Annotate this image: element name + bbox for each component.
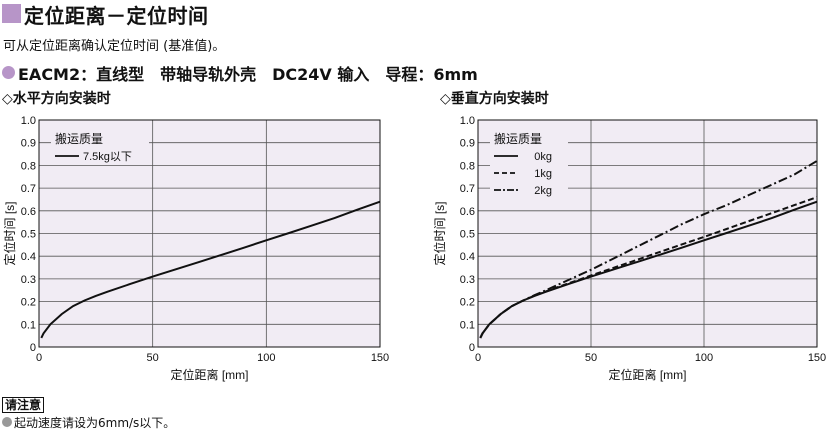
y-tick-label: 0.4 bbox=[460, 251, 475, 263]
y-tick-label: 1.0 bbox=[460, 115, 475, 127]
y-tick-label: 0.7 bbox=[460, 183, 475, 195]
right-panel-title: ◇垂直方向安装时 bbox=[440, 91, 549, 107]
note-text: 起动速度请设为6mm/s以下。 bbox=[14, 416, 176, 430]
legend-title: 搬运质量 bbox=[55, 131, 103, 146]
page-subtitle: 可从定位距离确认定位时间 (基准值)。 bbox=[3, 39, 226, 54]
legend-label-2: 1kg bbox=[534, 168, 552, 180]
chart-horizontal-mounting: 0 0.1 0.2 0.3 0.4 0.5 0.6 0.7 0.8 0.9 1.0 0 50 100 150… bbox=[2, 115, 389, 382]
x-tick-label: 0 bbox=[475, 352, 481, 364]
x-tick-label: 150 bbox=[371, 352, 389, 364]
y-tick-label: 0 bbox=[30, 342, 36, 354]
title-marker-icon bbox=[2, 4, 21, 23]
legend-title: 搬运质量 bbox=[494, 131, 542, 146]
note-bullet-icon bbox=[2, 417, 12, 427]
x-axis-label: 定位距离 [mm] bbox=[609, 367, 687, 382]
series-line-2 bbox=[479, 196, 818, 339]
series-line-1 bbox=[479, 200, 818, 339]
plot-frame bbox=[477, 119, 818, 348]
y-tick-label: 0.5 bbox=[21, 229, 36, 241]
y-tick-label: 0.9 bbox=[21, 138, 36, 150]
x-tick-label: 0 bbox=[36, 352, 42, 364]
x-tick-label: 150 bbox=[808, 352, 826, 364]
x-tick-label: 50 bbox=[147, 352, 159, 364]
chart-vertical-mounting: 0 0.1 0.2 0.3 0.4 0.5 0.6 0.7 0.8 0.9 1.0 0 50 100 150… bbox=[432, 115, 826, 382]
y-tick-label: 0.4 bbox=[21, 251, 36, 263]
legend-box bbox=[490, 128, 568, 197]
left-panel-title: ◇水平方向安装时 bbox=[2, 91, 111, 107]
legend-box bbox=[51, 128, 149, 163]
page-title: 定位距离－定位时间 bbox=[24, 4, 209, 28]
spec-bullet-icon bbox=[2, 66, 15, 79]
legend-label-1: 7.5kg以下 bbox=[83, 151, 132, 163]
y-tick-label: 0.9 bbox=[460, 138, 475, 150]
x-tick-label: 100 bbox=[257, 352, 275, 364]
y-axis-label: 定位时间 [s] bbox=[432, 201, 447, 265]
series-line-1 bbox=[40, 200, 381, 339]
x-axis-label: 定位距离 [mm] bbox=[171, 367, 249, 382]
x-tick-label: 50 bbox=[585, 352, 597, 364]
y-tick-label: 1.0 bbox=[21, 115, 36, 127]
spec-line: EACM2：直线型 带轴导轨外壳 DC24V 输入 导程：6mm bbox=[18, 65, 478, 84]
legend-label-1: 0kg bbox=[534, 151, 552, 163]
plot-frame bbox=[38, 119, 381, 348]
y-tick-label: 0.5 bbox=[460, 229, 475, 241]
y-tick-label: 0.8 bbox=[460, 160, 475, 172]
y-tick-label: 0.7 bbox=[21, 183, 36, 195]
y-tick-label: 0.1 bbox=[21, 319, 36, 331]
x-tick-label: 100 bbox=[695, 352, 713, 364]
y-tick-label: 0.1 bbox=[460, 319, 475, 331]
y-tick-label: 0 bbox=[469, 342, 475, 354]
notes-label: 请注意 bbox=[2, 397, 45, 413]
y-tick-label: 0.2 bbox=[460, 297, 475, 309]
legend-label-3: 2kg bbox=[534, 185, 552, 197]
y-tick-label: 0.8 bbox=[21, 160, 36, 172]
y-tick-label: 0.6 bbox=[460, 206, 475, 218]
y-tick-label: 0.3 bbox=[21, 274, 36, 286]
y-axis-label: 定位时间 [s] bbox=[2, 201, 17, 265]
y-tick-label: 0.3 bbox=[460, 274, 475, 286]
y-tick-label: 0.6 bbox=[21, 206, 36, 218]
y-tick-label: 0.2 bbox=[21, 297, 36, 309]
